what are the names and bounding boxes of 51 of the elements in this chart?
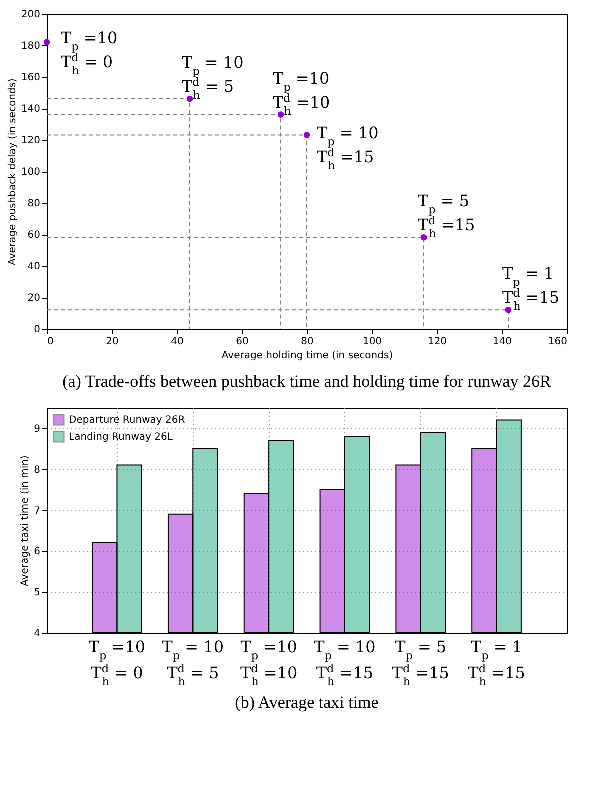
x-tick-label: 160	[548, 336, 568, 348]
text: (b) Average taxi time	[235, 693, 379, 712]
y-tick-label: 6	[34, 546, 40, 558]
y-tick-label: 200	[21, 10, 40, 20]
point	[186, 96, 194, 102]
y-tick-label: 40	[28, 262, 40, 272]
y-tick-label: 60	[28, 230, 40, 241]
x-tick-label: T$_{p}$ = 10 T$^{d}$$_{h}$ =15	[314, 638, 376, 688]
annotation: T$_{p}$ = 10	[182, 53, 244, 78]
x-tick-label: T$_{p}$ = 10 T$^{d}$$_{h}$ = 5	[162, 638, 224, 688]
annotation: T$_{p}$ =10	[61, 28, 118, 53]
legend-label: Landing Runway 26L	[69, 432, 174, 443]
y-tick-label: 160	[21, 72, 40, 84]
legend-label: Departure Runway 26R	[69, 415, 186, 426]
y-tick-label: 9	[34, 424, 40, 435]
x-tick-label: T$_{p}$ =10 T$^{d}$$_{h}$ = 0	[88, 638, 146, 688]
x-tick-label: 40	[171, 336, 184, 348]
y-tick-label: 140	[21, 104, 40, 115]
annotation: T$_{p}$ =10	[273, 68, 330, 94]
annotation: T$_{p}$ = 5	[418, 192, 470, 216]
point	[505, 306, 512, 314]
point	[304, 132, 310, 138]
text: (a) Trade-offs between pushback time and holding time for runway 26R	[62, 372, 552, 391]
y-tick-label: 80	[28, 198, 40, 210]
x-axis-title: Average holding time (in seconds)	[222, 350, 394, 362]
y-tick-label: 100	[21, 167, 40, 178]
x-tick-label: 140	[492, 336, 512, 348]
y-tick-label: 8	[34, 464, 40, 476]
x-tick-label: 100	[362, 336, 382, 348]
x-tick-label: T$_{p}$ = 5 T$^{d}$$_{h}$ =15	[392, 638, 450, 688]
y-tick-label: 120	[21, 136, 40, 146]
x-tick-label: 0	[48, 336, 54, 348]
x-tick-label: 20	[106, 336, 119, 348]
x-tick-label: T$_{p}$ = 1 T$^{d}$$_{h}$ =15	[468, 638, 526, 688]
annotation: T$_{p}$ = 1	[502, 264, 554, 289]
y-axis-title: Average pushback delay (in seconds)	[7, 78, 18, 266]
point	[420, 234, 428, 241]
annotation: T$_{p}$ = 10	[317, 123, 379, 148]
x-tick-label: T$_{p}$ =10 T$^{d}$$_{h}$ =10	[240, 638, 298, 688]
x-tick-label: 120	[428, 336, 448, 348]
point	[278, 112, 284, 118]
x-tick-label: 80	[301, 336, 314, 348]
y-tick-label: 0	[34, 324, 40, 336]
y-tick-label: 7	[34, 506, 40, 517]
y-tick-label: 180	[21, 41, 40, 52]
x-tick-label: 60	[236, 336, 249, 348]
y-tick-label: 5	[34, 588, 40, 599]
y-tick-label: 4	[34, 628, 40, 640]
point	[44, 39, 50, 46]
y-axis-title: Average taxi time (in min)	[20, 455, 32, 586]
y-tick-label: 20	[28, 293, 40, 304]
